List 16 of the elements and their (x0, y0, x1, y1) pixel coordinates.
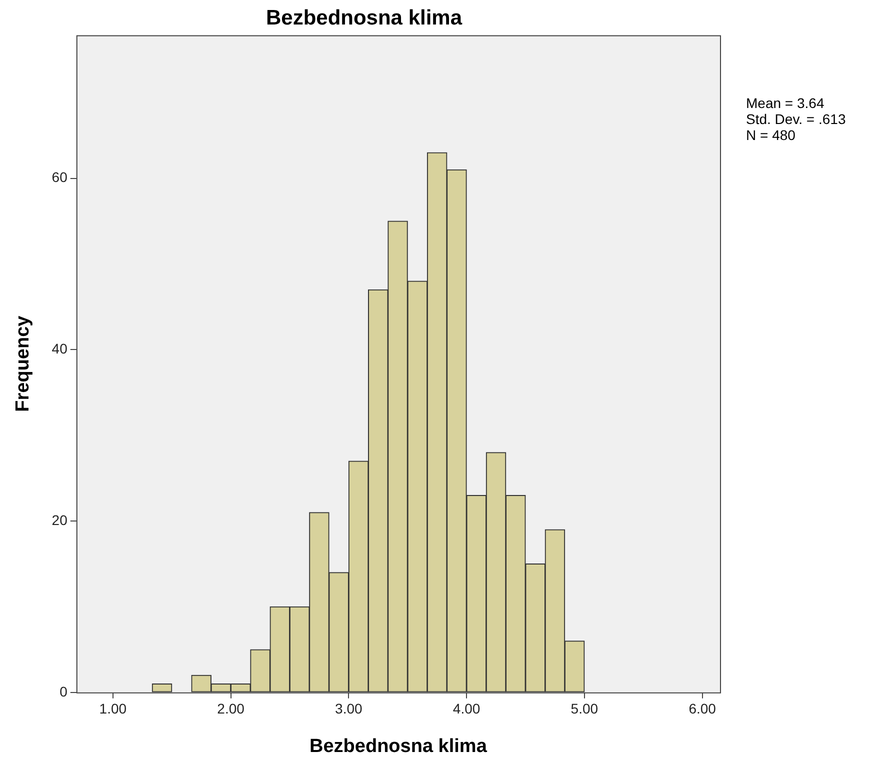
x-tick-label: 3.00 (335, 700, 363, 717)
chart-title: Bezbednosna klima (266, 6, 462, 30)
text: N = 480 (746, 127, 796, 144)
x-axis-title: Bezbednosna klima (309, 736, 488, 757)
y-axis-title: Frequency (12, 315, 34, 412)
y-tick-label: 40 (52, 340, 68, 357)
x-tick-label: 5.00 (570, 700, 598, 717)
y-tick-label: 60 (52, 169, 68, 186)
x-tick-label: 2.00 (217, 700, 245, 717)
x-tick-label: 6.00 (688, 700, 716, 717)
y-tick-label: 20 (52, 512, 68, 528)
x-tick-label: 1.00 (99, 700, 127, 717)
x-tick-label: 4.00 (452, 700, 480, 717)
text: Std. Dev. = .613 (746, 111, 846, 128)
text: Mean = 3.64 (746, 95, 824, 112)
y-tick-label: 0 (60, 683, 68, 700)
